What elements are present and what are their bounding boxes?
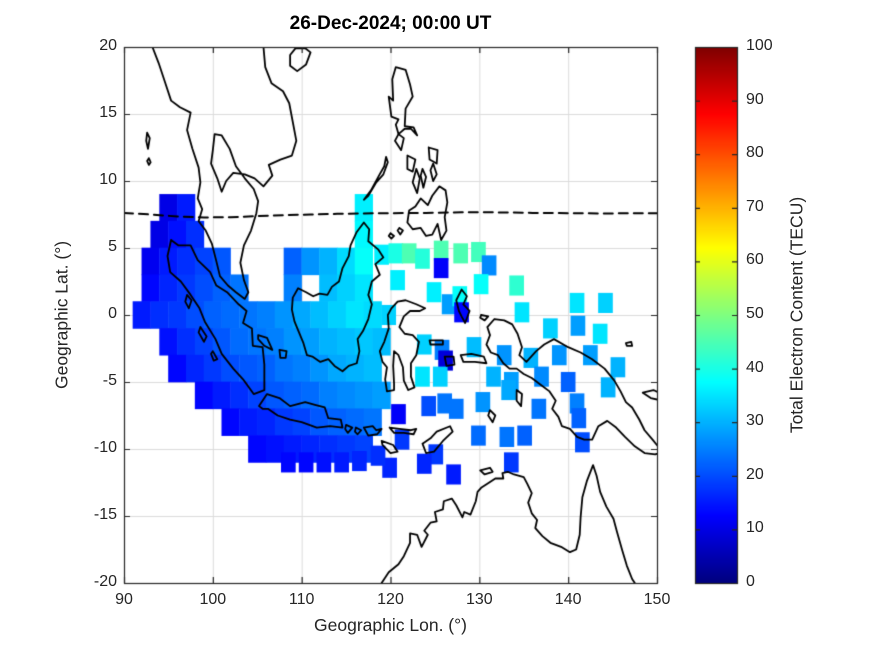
colorbar-tick-label: 90 — [746, 90, 764, 108]
y-axis-label: Geographic Lat. (°) — [51, 240, 72, 390]
plot-title: 26-Dec-2024; 00:00 UT — [289, 13, 492, 34]
y-tick-label: 5 — [108, 238, 117, 255]
colorbar-tick-label: 0 — [746, 573, 755, 590]
x-tick-label: 120 — [377, 591, 404, 608]
colorbar-tick-label: 50 — [746, 305, 764, 322]
y-tick-label: 20 — [99, 37, 117, 54]
y-tick-label: -10 — [93, 439, 117, 456]
y-tick-label: -15 — [93, 506, 117, 523]
y-tick-label: 0 — [108, 305, 117, 322]
x-tick-label: 140 — [554, 591, 582, 608]
x-tick-label: 90 — [115, 591, 133, 608]
colorbar-tick-label: 80 — [746, 144, 764, 162]
y-tick-label: 15 — [99, 104, 117, 121]
x-tick-label: 100 — [199, 591, 227, 608]
colorbar-tick-label: 100 — [746, 37, 773, 54]
y-tick-label: -5 — [102, 372, 117, 389]
x-tick-label: 130 — [465, 591, 493, 608]
colorbar-tick-label: 70 — [746, 197, 764, 215]
colorbar-tick-label: 10 — [746, 519, 764, 537]
x-tick-label: 110 — [288, 591, 315, 608]
y-tick-label: -20 — [93, 573, 117, 590]
colorbar-tick-label: 40 — [746, 358, 764, 376]
colorbar-tick-label: 60 — [746, 251, 764, 269]
colorbar-tick-label: 20 — [746, 465, 764, 483]
x-axis-label: Geographic Lon. (°) — [314, 615, 467, 635]
y-tick-label: 10 — [99, 171, 117, 188]
x-tick-label: 150 — [643, 591, 671, 608]
colorbar-tick-label: 30 — [746, 412, 764, 430]
